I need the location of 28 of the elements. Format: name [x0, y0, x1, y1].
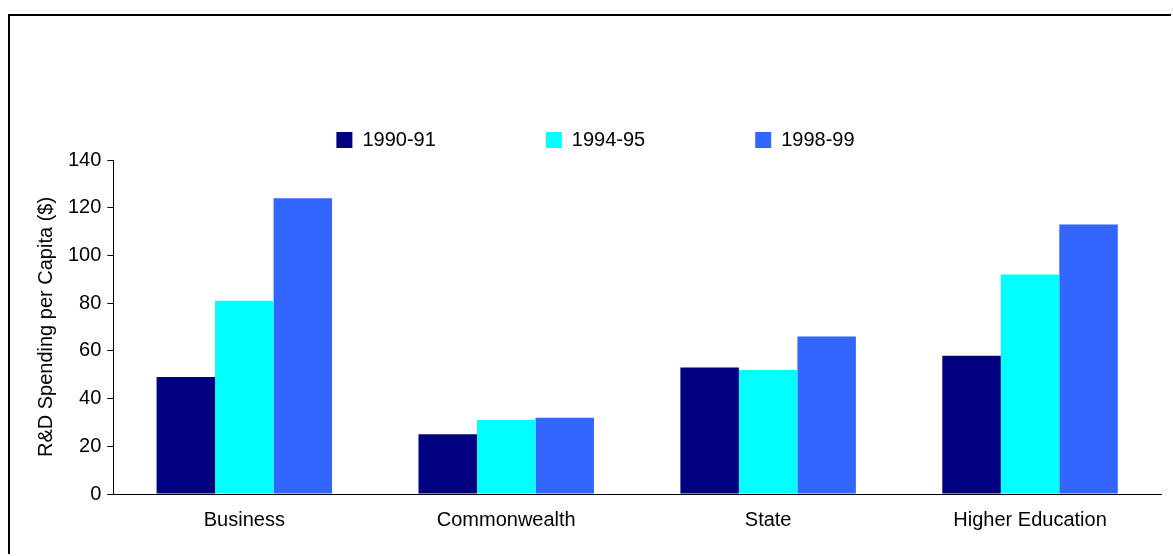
bar [476, 420, 536, 494]
y-tick-label: 140 [67, 147, 102, 170]
y-axis-title: R&D Spending per Capita ($) [33, 196, 56, 458]
bar [418, 434, 477, 494]
y-tick-label: 20 [79, 433, 102, 456]
y-tick-label: 0 [90, 481, 102, 504]
y-tick-label: 60 [79, 338, 102, 361]
y-tick-label: 120 [67, 195, 102, 218]
bar [535, 417, 594, 494]
legend-label: 1994-95 [571, 127, 646, 150]
y-tick-label: 80 [79, 290, 102, 313]
bar [680, 367, 739, 494]
bar [273, 198, 333, 494]
bar [215, 300, 274, 494]
legend-label: 1998-99 [781, 127, 855, 150]
bar [738, 369, 798, 494]
x-tick-label: Business [203, 507, 285, 530]
x-tick-label: State [744, 507, 792, 530]
x-tick-label: Higher Education [953, 507, 1107, 530]
y-tick-label: 100 [67, 242, 102, 265]
bar [156, 377, 216, 494]
bar [797, 336, 856, 494]
y-tick-label: 40 [79, 386, 102, 409]
x-tick-label: Commonwealth [436, 507, 576, 530]
legend-label: 1990-91 [362, 127, 436, 150]
bar [942, 355, 1001, 494]
bar [1059, 224, 1118, 494]
bar [1000, 274, 1060, 494]
